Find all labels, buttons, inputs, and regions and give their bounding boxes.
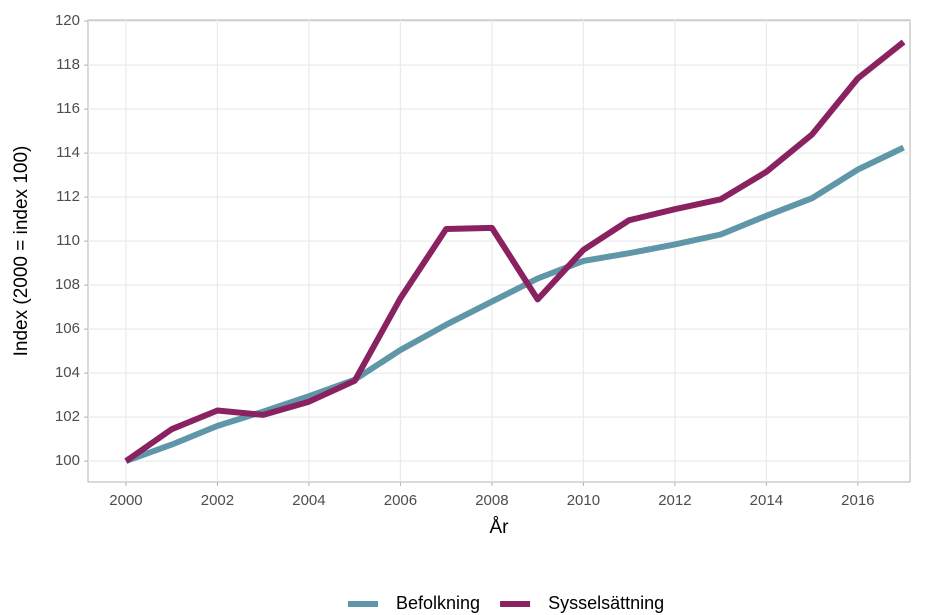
legend-label: Befolkning [396,593,480,613]
y-tick-label: 116 [56,100,80,117]
y-tick-label: 106 [55,320,80,337]
y-tick-label: 112 [56,188,80,205]
y-axis-label: Index (2000 = index 100) [11,146,32,357]
x-tick-label: 2014 [750,492,783,509]
y-tick-label: 120 [55,12,80,29]
y-tick-label: 108 [55,276,80,293]
x-tick-label: 2012 [658,492,691,509]
x-tick-label: 2006 [384,492,417,509]
x-tick-label: 2016 [841,492,874,509]
y-tick-label: 102 [55,408,80,425]
legend-label: Sysselsättning [548,593,664,613]
x-tick-label: 2002 [201,492,234,509]
y-tick-label: 100 [55,452,80,469]
y-tick-label: 104 [55,364,80,381]
x-axis-label: År [490,517,510,538]
x-tick-label: 2004 [292,492,325,509]
x-tick-label: 2000 [109,492,142,509]
y-tick-label: 114 [56,144,80,161]
x-tick-label: 2010 [567,492,600,509]
series-line [124,39,906,464]
plot-border [87,19,911,483]
x-tick-label: 2008 [475,492,508,509]
y-tick-label: 118 [56,56,80,73]
y-tick-label: 110 [56,232,80,249]
